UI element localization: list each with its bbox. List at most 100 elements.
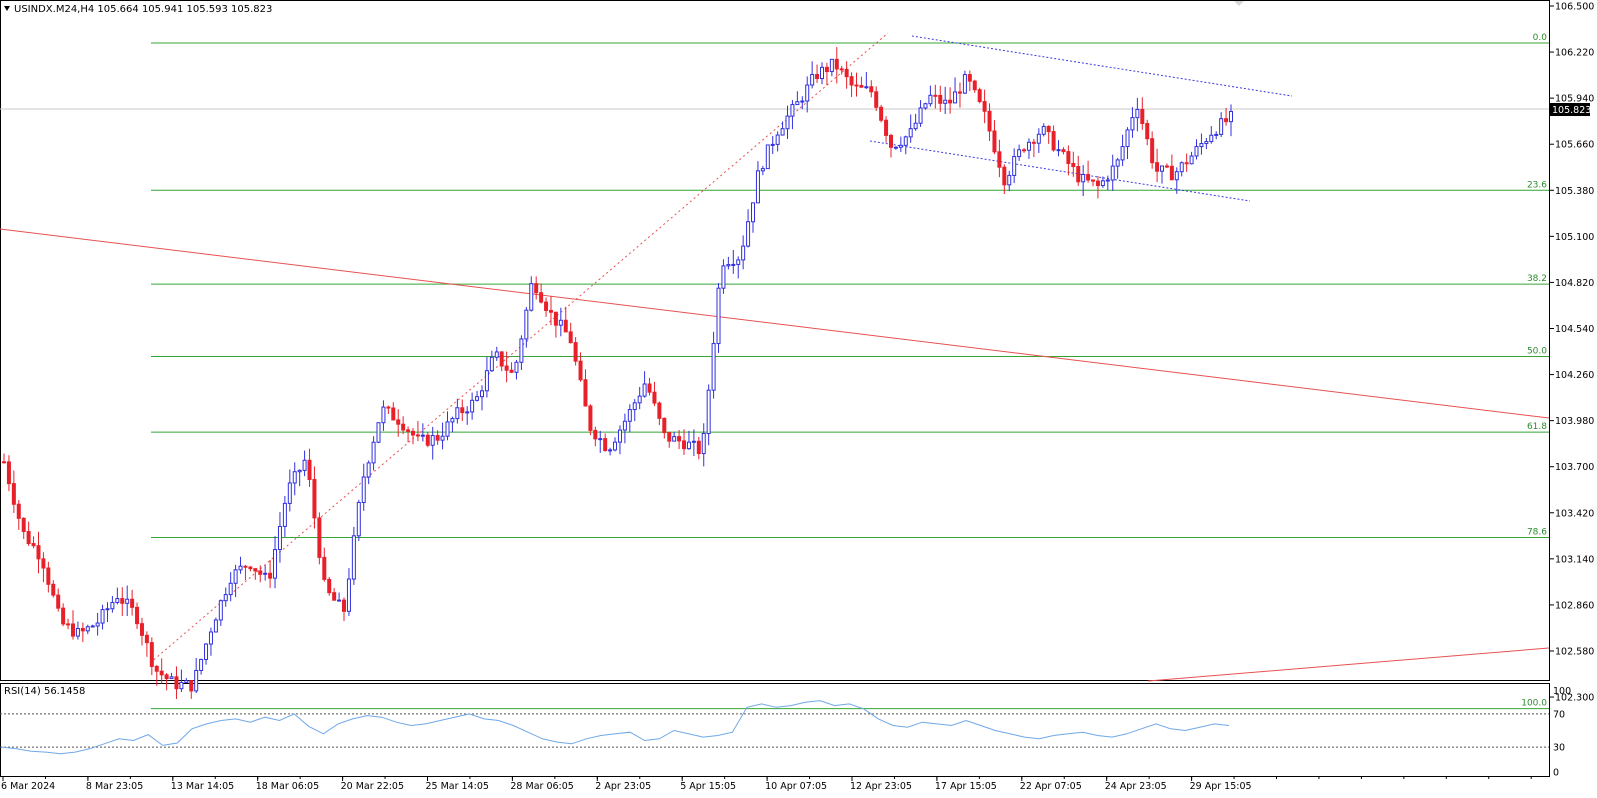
candle: [351, 526, 356, 585]
candle: [475, 390, 480, 402]
candle: [1224, 107, 1229, 126]
candle: [435, 430, 440, 445]
candle: [31, 536, 36, 549]
candle: [1002, 164, 1007, 195]
candle: [967, 70, 972, 91]
candle: [716, 283, 721, 353]
candle: [1110, 154, 1115, 191]
candle: [292, 462, 297, 496]
candle: [317, 512, 322, 565]
candle: [26, 521, 31, 546]
rsi-line: [1, 700, 1230, 755]
candle: [657, 401, 662, 426]
candle: [514, 359, 519, 380]
candles: [2, 47, 1233, 699]
candle: [1046, 125, 1051, 144]
price-tick-label: 102.580: [1555, 646, 1594, 657]
candle: [366, 460, 371, 485]
candle: [425, 432, 430, 448]
candle: [810, 61, 815, 89]
candle: [356, 499, 361, 541]
time-tick-label: 17 Apr 15:05: [935, 781, 997, 792]
chevron-down-icon[interactable]: [4, 6, 10, 11]
current-price-label: 105.823: [1552, 105, 1591, 116]
candle: [1041, 123, 1046, 137]
candle: [199, 658, 204, 675]
candle: [263, 565, 268, 581]
candle: [1135, 97, 1140, 132]
candle: [243, 565, 248, 581]
candle: [90, 624, 95, 628]
candle: [829, 58, 834, 77]
candle: [1214, 131, 1219, 140]
price-tick-label: 104.820: [1555, 278, 1594, 289]
time-tick-label: 12 Apr 23:05: [850, 781, 912, 792]
candle: [696, 436, 701, 460]
candle: [504, 351, 509, 383]
fibonacci-trend-line: [149, 32, 889, 664]
candle: [534, 276, 539, 300]
candle: [445, 411, 450, 441]
price-tick-label: 105.940: [1555, 94, 1594, 105]
candle: [622, 413, 627, 444]
candle: [479, 385, 484, 411]
candle: [130, 589, 135, 616]
candle: [401, 416, 406, 435]
candle: [1145, 119, 1150, 146]
candle: [1115, 157, 1120, 179]
candle: [1204, 137, 1209, 150]
candle: [2, 453, 6, 464]
candle: [765, 144, 770, 170]
candle: [376, 422, 381, 444]
candle: [1184, 153, 1189, 172]
fib-level-label: 61.8: [1527, 422, 1547, 432]
candle: [1125, 127, 1130, 160]
candle: [1120, 134, 1125, 167]
price-tick-label: 106.220: [1555, 48, 1594, 59]
price-tick-label: 103.420: [1555, 508, 1594, 519]
candle: [391, 402, 396, 421]
candle: [411, 427, 415, 445]
candle: [125, 585, 130, 617]
rsi-level-label: 100: [1553, 686, 1571, 697]
one-click-trading-handle-icon[interactable]: [1234, 1, 1244, 6]
candle: [558, 307, 563, 337]
candle: [923, 102, 928, 110]
rsi-level-label: 30: [1553, 743, 1565, 754]
chart-header[interactable]: USINDX.M24,H4 105.664 105.941 105.593 10…: [4, 4, 272, 15]
candle: [726, 256, 731, 270]
candle: [568, 322, 573, 344]
candle: [938, 85, 943, 112]
candle: [85, 624, 90, 635]
candle: [1194, 139, 1199, 160]
resistance-trend-line: [0, 228, 1550, 419]
candle: [824, 62, 829, 86]
candle: [189, 680, 194, 699]
candle: [179, 669, 184, 693]
candle: [948, 87, 953, 114]
candle: [529, 276, 534, 312]
price-tick-label: 105.380: [1555, 186, 1594, 197]
candle: [608, 447, 613, 456]
candle: [268, 559, 273, 588]
time-tick-label: 5 Apr 15:05: [680, 781, 736, 792]
candle: [755, 161, 760, 204]
candle: [95, 612, 100, 636]
time-tick-label: 2 Apr 23:05: [595, 781, 651, 792]
candle: [834, 47, 839, 84]
candle: [731, 249, 736, 274]
candle: [238, 556, 243, 574]
candle: [1056, 140, 1061, 157]
candle: [164, 673, 169, 691]
candle: [61, 603, 66, 627]
candle: [642, 371, 647, 398]
candle: [282, 496, 287, 537]
candle: [342, 597, 347, 622]
candle: [11, 470, 16, 513]
candle: [652, 381, 657, 407]
candle: [662, 417, 667, 439]
candle: [913, 113, 918, 131]
candle: [248, 566, 253, 572]
candle: [159, 658, 164, 684]
